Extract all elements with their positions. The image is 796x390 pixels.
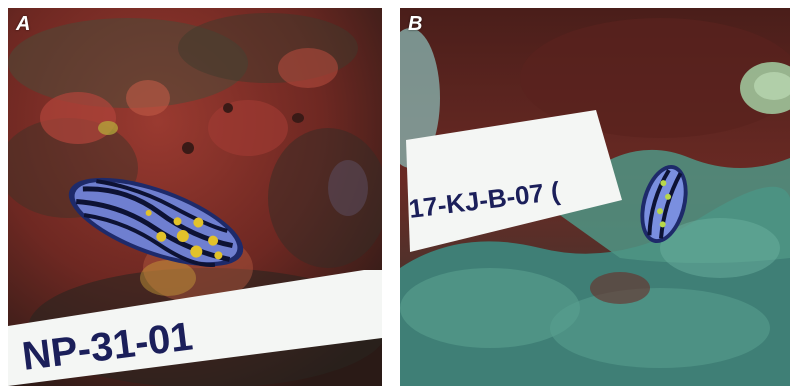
specimen-label-b: 17-KJ-B-07 ( — [406, 110, 622, 252]
panel-letter-b: B — [408, 13, 423, 35]
nudibranch-a — [68, 177, 244, 267]
underwater-photo-a: NP-31-01 — [8, 8, 382, 386]
underwater-photo-b: 17-KJ-B-07 ( — [400, 8, 790, 386]
photo-panel-a: NP-31-01 A — [8, 8, 382, 386]
panel-letter-a: A — [16, 13, 31, 35]
photo-panel-b: 17-KJ-B-07 ( B — [400, 8, 790, 386]
nudibranch-b — [640, 164, 688, 244]
